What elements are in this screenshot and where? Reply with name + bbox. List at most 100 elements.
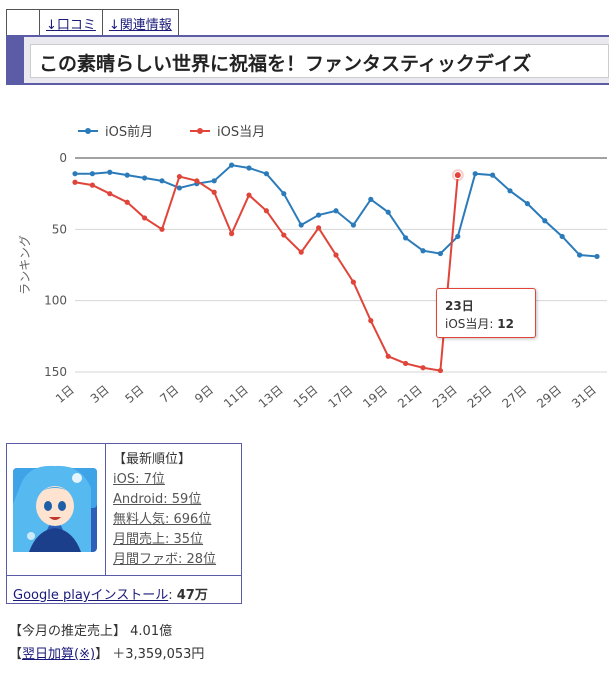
x-tick-label: 9日 [192, 383, 216, 406]
data-point [281, 232, 287, 238]
x-tick-label: 25日 [465, 383, 495, 411]
app-icon-art [13, 465, 97, 552]
rank-ios-link[interactable]: iOS: 7位 [113, 472, 165, 487]
data-point [420, 248, 426, 254]
title-panel: この素晴らしい世界に祝福を！ファンタスティックデイズ [30, 44, 609, 78]
data-point [316, 212, 322, 218]
next-day-add-row: 【翌日加算(※)】 ＋3,359,053円 [9, 643, 204, 666]
data-point [229, 162, 235, 168]
install-row: Google playインストール: 47万 [7, 575, 241, 603]
y-axis-label: ランキング [18, 235, 32, 295]
data-point [350, 222, 356, 228]
tooltip-value: 12 [497, 317, 514, 331]
next-day-add-link[interactable]: 翌日加算 [22, 647, 75, 662]
series-line [74, 175, 459, 372]
app-info-box: 【最新順位】 iOS: 7位 Android: 59位 無料人気: 696位 月… [6, 443, 242, 604]
data-point [159, 178, 165, 184]
data-point [229, 231, 235, 237]
data-point [211, 189, 217, 195]
data-point [246, 165, 252, 171]
x-tick-label: 17日 [325, 383, 355, 411]
x-tick-label: 21日 [395, 383, 425, 411]
data-point [368, 318, 374, 324]
y-tick-label: 0 [59, 151, 67, 165]
estimated-sales-label: 【今月の推定売上】 [9, 624, 127, 639]
x-tick-label: 19日 [360, 383, 390, 411]
data-point [542, 218, 548, 224]
data-point [577, 252, 583, 258]
bracket-open: 【 [9, 647, 23, 662]
google-play-install-link[interactable]: Google playインストール [13, 588, 169, 603]
data-point [142, 215, 148, 221]
tooltip-body: iOS当月: 12 [445, 317, 514, 331]
sales-section: 【今月の推定売上】 4.01億 【翌日加算(※)】 ＋3,359,053円 [9, 620, 204, 666]
next-day-add-value: ＋3,359,053円 [112, 647, 205, 662]
data-point [159, 226, 165, 232]
data-point [455, 233, 461, 240]
rank-free-popular-link[interactable]: 無料人気: 696位 [113, 512, 212, 527]
data-point [559, 233, 565, 240]
data-point [298, 222, 304, 228]
nav-related[interactable]: ↓関連情報 [103, 10, 178, 36]
data-point [246, 192, 252, 198]
x-tick-label: 1日 [53, 383, 77, 406]
note-link[interactable]: (※) [74, 647, 96, 662]
x-tick-label: 13日 [256, 383, 286, 411]
data-point [107, 169, 113, 175]
x-tick-label: 11日 [221, 383, 251, 411]
title-bar: この素晴らしい世界に祝福を！ファンタスティックデイズ [6, 35, 609, 85]
data-point [263, 171, 269, 177]
data-point [176, 173, 182, 180]
data-point [72, 171, 78, 177]
ranking-chart: 0 50 100 150 ランキング 1日 3日 5日 7日 9日 11日 13日 15日 17日 19日 2… [10, 98, 609, 430]
data-point [316, 225, 322, 231]
top-nav: ↓口コミ ↓関連情報 [6, 9, 179, 36]
rank-monthly-fav-link[interactable]: 月間ファボ: 28位 [113, 552, 217, 567]
data-point [142, 175, 148, 181]
nav-spacer [7, 10, 40, 36]
data-point [437, 250, 443, 257]
y-tick-label: 50 [52, 222, 67, 236]
data-point [403, 360, 409, 367]
chart-tooltip: 23日 iOS当月: 12 [436, 288, 536, 338]
data-point [124, 172, 130, 178]
x-tick-label: 29日 [534, 383, 564, 411]
data-point [72, 179, 78, 185]
data-point [472, 171, 478, 177]
data-point [298, 249, 304, 255]
rank-monthly-sales-link[interactable]: 月間売上: 35位 [113, 532, 204, 547]
data-point [107, 191, 113, 197]
nav-related-link[interactable]: ↓関連情報 [108, 17, 172, 33]
page-title: この素晴らしい世界に祝福を！ファンタスティックデイズ [39, 53, 532, 75]
data-point [194, 178, 200, 184]
legend-label: iOS前月 [105, 124, 153, 140]
data-point [89, 182, 95, 188]
data-point [176, 185, 182, 191]
data-point [281, 191, 287, 197]
data-point [333, 208, 339, 214]
data-point [420, 365, 426, 371]
nav-reviews-link[interactable]: ↓口コミ [46, 17, 96, 33]
data-point [524, 201, 531, 207]
nav-reviews[interactable]: ↓口コミ [40, 10, 103, 36]
rank-android-link[interactable]: Android: 59位 [113, 492, 202, 507]
data-point [89, 171, 95, 177]
data-point [350, 279, 356, 285]
install-count: 47万 [176, 588, 208, 603]
x-tick-label: 23日 [430, 383, 460, 411]
latest-ranks: 【最新順位】 iOS: 7位 Android: 59位 無料人気: 696位 月… [106, 444, 241, 575]
tooltip-series: iOS当月 [445, 317, 490, 331]
x-tick-label: 3日 [88, 383, 112, 406]
bracket-close: 】 [95, 647, 109, 662]
legend-marker [85, 128, 91, 134]
data-point [594, 253, 600, 260]
data-point [124, 199, 130, 205]
app-icon[interactable] [7, 444, 106, 575]
legend-label: iOS当月 [217, 125, 265, 140]
y-tick-label: 150 [44, 365, 67, 379]
x-tick-label: 7日 [157, 383, 181, 406]
latest-ranks-header: 【最新順位】 [113, 452, 192, 467]
data-point [507, 188, 513, 194]
data-point [437, 367, 443, 374]
